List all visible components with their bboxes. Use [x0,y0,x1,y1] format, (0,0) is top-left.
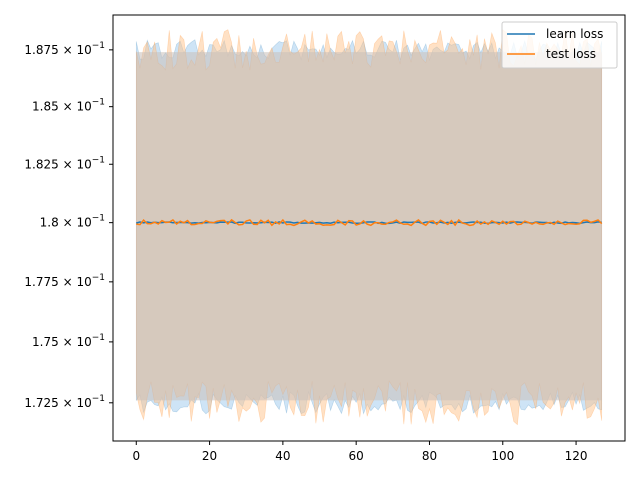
y-tick-label: 1.725 × 10−1 [24,394,105,410]
series-lines [136,218,603,227]
line-test-loss [136,218,603,227]
x-tick-label: 100 [491,449,514,463]
x-tick-label: 20 [202,449,217,463]
x-tick-label: 40 [275,449,290,463]
y-tick-label: 1.85 × 10−1 [32,98,105,114]
plot-frame [112,14,626,442]
x-axis: 0 20 40 60 80 100 120 [132,441,588,463]
confidence-bands [135,29,603,426]
x-tick-label: 0 [132,449,140,463]
x-tick-label: 60 [349,449,364,463]
legend: learn loss test loss [501,21,618,69]
y-tick-label: 1.825 × 10−1 [24,155,105,171]
y-tick-label: 1.8 × 10−1 [40,214,105,230]
legend-label-learn-loss: learn loss [546,27,603,41]
x-tick-label: 80 [422,449,437,463]
y-tick-label: 1.775 × 10−1 [24,273,105,289]
y-axis: 1.725 × 10−1 1.75 × 10−1 1.775 × 10−1 1.8 ×… [24,41,113,410]
band-overlap [136,52,602,401]
y-tick-label: 1.75 × 10−1 [32,333,105,349]
x-tick-label: 120 [565,449,588,463]
legend-label-test-loss: test loss [546,47,596,61]
y-tick-label: 1.875 × 10−1 [24,41,105,57]
